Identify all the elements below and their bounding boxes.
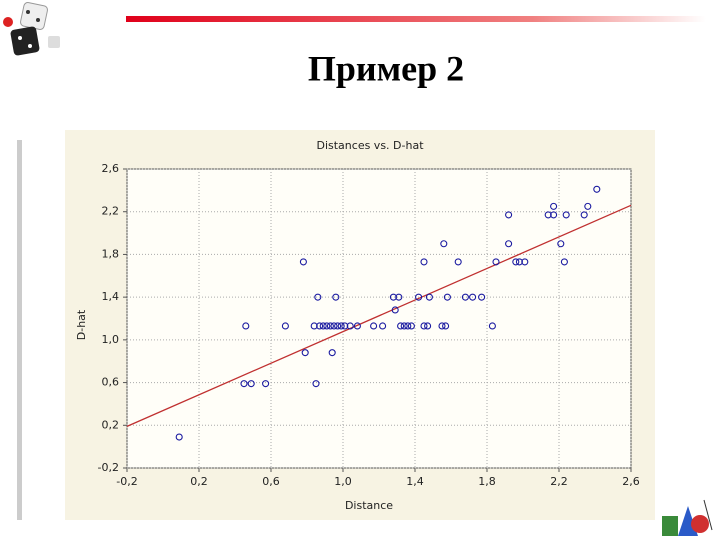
scatter-point <box>521 258 529 266</box>
scatter-point <box>395 293 403 301</box>
scatter-point <box>580 211 588 219</box>
scatter-point <box>443 293 451 301</box>
x-axis-label: Distance <box>345 499 393 512</box>
y-tick-label: 0,2 <box>102 418 120 431</box>
scatter-point <box>330 322 338 330</box>
scatter-point <box>505 211 513 219</box>
y-tick-label: 2,6 <box>102 162 120 175</box>
scatter-point <box>420 322 428 330</box>
trend-line <box>126 204 632 427</box>
x-tick-label: 2,2 <box>550 475 568 488</box>
scatter-point <box>391 306 399 314</box>
shapes-icon <box>662 499 713 536</box>
scatter-point <box>515 258 523 266</box>
scatter-point <box>247 380 255 388</box>
scatter-point <box>299 258 307 266</box>
scatter-point <box>442 322 450 330</box>
scatter-point <box>334 322 342 330</box>
scatter-point <box>389 293 397 301</box>
scatter-point <box>469 293 477 301</box>
scatter-point <box>478 293 486 301</box>
scatter-point <box>379 322 387 330</box>
scatter-point <box>175 433 183 441</box>
scatter-point <box>301 349 309 357</box>
scatter-point <box>341 322 349 330</box>
y-tick-label: 0,6 <box>102 376 120 389</box>
scatter-point <box>424 322 432 330</box>
scatter-point <box>544 211 552 219</box>
scatter-point <box>316 322 324 330</box>
plot-area <box>126 168 632 469</box>
y-tick-label: -0,2 <box>98 461 119 474</box>
x-tick-label: 1,4 <box>406 475 424 488</box>
x-tick-label: 1,0 <box>334 475 352 488</box>
scatter-point <box>492 258 500 266</box>
scatter-point <box>584 202 592 210</box>
header-rule <box>126 16 706 22</box>
scatter-point <box>560 258 568 266</box>
scatter-point <box>332 293 340 301</box>
scatter-point <box>425 293 433 301</box>
scatter-point <box>370 322 378 330</box>
scatter-point <box>440 240 448 248</box>
scatter-point <box>326 322 334 330</box>
scatter-point <box>407 322 415 330</box>
scatter-point <box>454 258 462 266</box>
scatter-point <box>281 322 289 330</box>
scatter-point <box>488 322 496 330</box>
scatter-point <box>310 322 318 330</box>
x-tick-label: 0,2 <box>190 475 208 488</box>
y-tick-label: 1,0 <box>102 333 120 346</box>
side-rule <box>17 140 22 520</box>
scatter-point <box>346 322 354 330</box>
x-tick-label: -0,2 <box>116 475 137 488</box>
scatter-point <box>240 380 248 388</box>
scatter-point <box>404 322 412 330</box>
y-tick-label: 1,4 <box>102 290 120 303</box>
y-tick-label: 1,8 <box>102 247 120 260</box>
scatter-point <box>323 322 331 330</box>
scatter-point <box>557 240 565 248</box>
scatter-point <box>400 322 408 330</box>
scatter-point <box>593 185 601 193</box>
scatter-point <box>505 240 513 248</box>
slide-title: Пример 2 <box>308 48 464 88</box>
scatter-point <box>262 380 270 388</box>
y-axis-label: D-hat <box>75 309 88 340</box>
scatter-point <box>562 211 570 219</box>
scatter-point <box>337 322 345 330</box>
scatter-point <box>314 293 322 301</box>
scatter-point <box>512 258 520 266</box>
y-tick-label: 2,2 <box>102 205 120 218</box>
scatter-point <box>415 293 423 301</box>
scatter-point <box>420 258 428 266</box>
scatter-point <box>461 293 469 301</box>
x-tick-label: 1,8 <box>478 475 496 488</box>
x-tick-label: 0,6 <box>262 475 280 488</box>
dice-icon <box>3 2 60 56</box>
scatter-point <box>550 202 558 210</box>
scatter-point <box>319 322 327 330</box>
scatter-point <box>397 322 405 330</box>
scatter-point <box>242 322 250 330</box>
scatter-point <box>438 322 446 330</box>
scatter-point <box>353 322 361 330</box>
chart-title: Distances vs. D-hat <box>316 139 424 152</box>
scatter-point <box>550 211 558 219</box>
x-tick-label: 2,6 <box>622 475 640 488</box>
scatter-point <box>312 380 320 388</box>
scatter-point <box>328 349 336 357</box>
